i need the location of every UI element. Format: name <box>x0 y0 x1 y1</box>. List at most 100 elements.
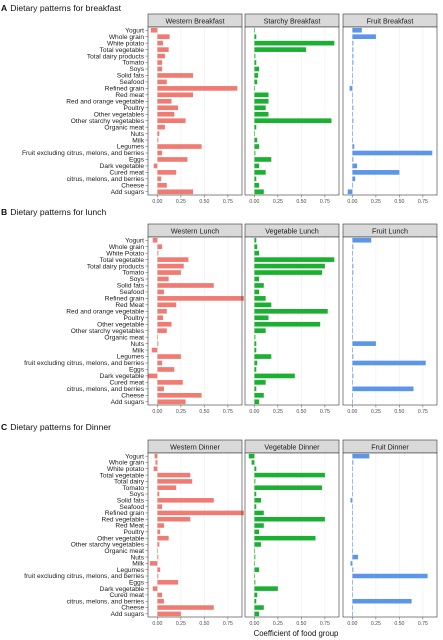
bar <box>352 105 354 111</box>
bar <box>254 47 307 52</box>
x-tick-label: 0.50 <box>394 199 404 205</box>
facet-strip-label: Western Dinner <box>170 442 220 451</box>
bar <box>352 460 354 465</box>
bar <box>254 586 278 591</box>
x-tick-label: 0.00 <box>152 621 162 627</box>
category-label: Refined grain <box>105 296 145 303</box>
bar <box>157 137 159 143</box>
bar <box>352 111 353 117</box>
bar <box>254 392 264 398</box>
bar <box>157 157 188 162</box>
bar <box>352 529 353 535</box>
bar <box>157 105 179 111</box>
bar <box>352 328 353 334</box>
bar <box>254 86 255 91</box>
bar <box>254 257 335 262</box>
bar <box>254 111 269 117</box>
category-label: Add sugars <box>111 611 145 618</box>
facet-strip-label: Fruit Lunch <box>372 226 408 235</box>
category-label: Total vegetable <box>100 472 145 479</box>
bar <box>352 263 354 269</box>
bar <box>254 334 256 340</box>
bar <box>254 92 269 98</box>
bar <box>352 523 353 528</box>
category-label: Total vegetable <box>100 47 145 54</box>
category-label: Cured meat <box>110 170 145 177</box>
category-label: Total dairy products <box>87 53 145 60</box>
category-label: Yogurt <box>125 27 144 34</box>
category-label: Solid fats <box>117 498 145 505</box>
bar <box>254 535 316 541</box>
bar <box>157 573 159 579</box>
bar <box>157 510 244 516</box>
bar <box>254 321 321 327</box>
bar <box>157 315 164 321</box>
bar <box>254 66 260 72</box>
x-tick-label: 0.50 <box>296 199 306 205</box>
panel-border <box>342 236 438 406</box>
bar <box>157 334 158 340</box>
bar <box>352 466 353 472</box>
bar <box>352 542 353 547</box>
bar <box>254 466 257 472</box>
bar <box>347 189 353 195</box>
category-label: Milk <box>132 137 144 144</box>
bar <box>157 124 165 130</box>
bar <box>352 237 372 243</box>
x-tick-label: 0.25 <box>176 621 186 627</box>
bar <box>157 189 194 195</box>
bar <box>157 283 214 288</box>
section-letter: C <box>1 422 7 432</box>
bar <box>254 347 257 353</box>
bar <box>254 296 266 301</box>
bar <box>352 47 354 52</box>
category-label: Cured meat <box>110 380 145 387</box>
category-label: Legumes <box>117 567 145 574</box>
bar <box>352 573 428 579</box>
bar <box>352 283 353 288</box>
bar <box>254 367 257 372</box>
category-label: Other starchy vegetables <box>71 118 145 125</box>
bar <box>352 53 354 59</box>
bar <box>352 485 353 490</box>
bar <box>352 27 362 33</box>
panel-background <box>343 453 437 617</box>
bar <box>157 270 181 275</box>
bar <box>350 561 353 566</box>
category-label: Poultry <box>123 105 144 112</box>
panel-border <box>147 452 243 618</box>
bar <box>153 466 158 472</box>
bar <box>157 118 186 124</box>
bar <box>352 341 376 346</box>
category-label: Tomato <box>122 485 144 492</box>
bar <box>248 453 255 459</box>
bar <box>254 244 258 250</box>
category-label: fruit excluding citrus, melons, and berr… <box>24 360 145 367</box>
x-tick-label: 0.75 <box>320 199 330 205</box>
bar <box>352 598 412 604</box>
bar <box>352 289 353 295</box>
x-tick-label: 0.25 <box>273 199 283 205</box>
bar <box>254 60 257 65</box>
category-label: Total dairy products <box>87 263 145 270</box>
category-label: Tomato <box>122 60 144 67</box>
bar <box>352 334 353 340</box>
bar <box>157 554 159 560</box>
bar <box>157 73 194 78</box>
x-tick-label: 0.25 <box>371 409 381 415</box>
category-label: fruit excluding citrus, melons, and berr… <box>24 573 145 580</box>
x-tick-label: 0.50 <box>199 409 209 415</box>
category-label: Total dairy <box>114 479 145 486</box>
section-title: B Dietary patterns for lunch <box>1 207 106 217</box>
bar <box>157 263 184 269</box>
facet-strip-label: Starchy Breakfast <box>264 16 321 25</box>
x-tick-label: 0.50 <box>296 621 306 627</box>
facet-panel: Western Lunch 0.00 0.25 0.50 0.75 <box>147 223 244 415</box>
category-label: Other starchy vegetables <box>71 542 145 549</box>
bar <box>254 289 260 295</box>
bar <box>352 392 353 398</box>
category-label: Nuts <box>130 131 144 138</box>
bar <box>254 605 264 610</box>
category-label: Whole grain <box>109 460 145 467</box>
